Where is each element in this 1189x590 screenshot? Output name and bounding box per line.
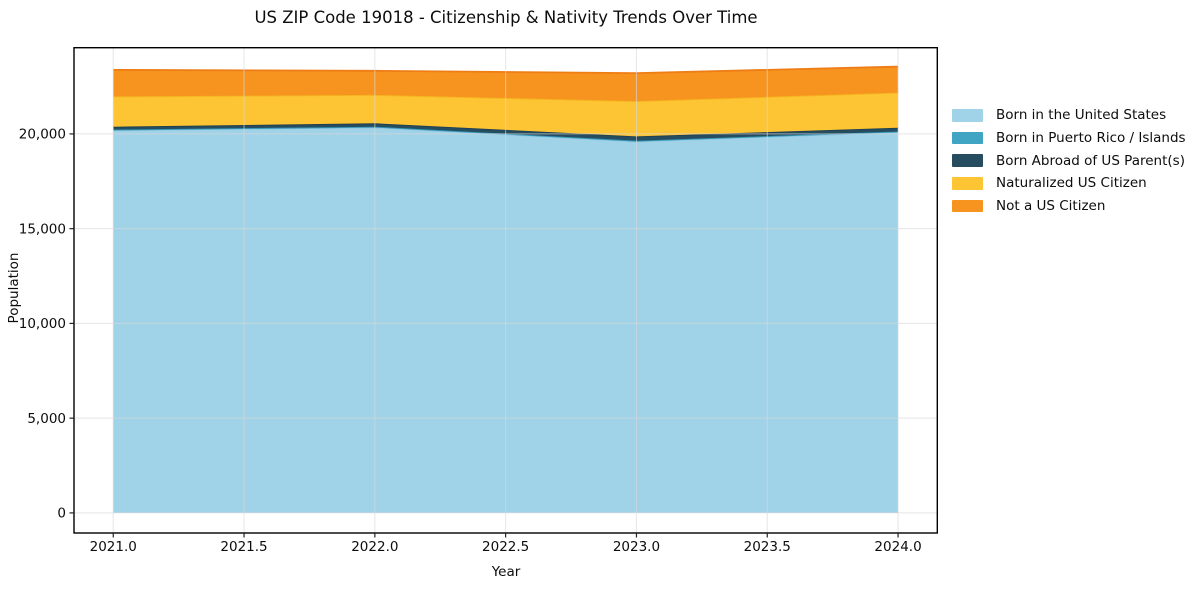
legend-label: Born in Puerto Rico / Islands (996, 130, 1186, 147)
gridlines (74, 47, 938, 533)
y-tick-label: 15,000 (19, 221, 66, 237)
legend-label: Born Abroad of US Parent(s) (996, 152, 1185, 169)
y-tick-label: 10,000 (19, 316, 66, 332)
x-axis-label: Year (491, 564, 521, 580)
legend-item-born-abroad-of-us-parent-s: Born Abroad of US Parent(s) (952, 149, 1186, 172)
x-tick-label: 2023.5 (744, 539, 791, 555)
legend-swatch (952, 199, 983, 213)
legend-swatch (952, 131, 983, 145)
x-tick-label: 2022.5 (482, 539, 529, 555)
chart-title: US ZIP Code 19018 - Citizenship & Nativi… (254, 8, 758, 27)
x-tick-label: 2021.5 (220, 539, 267, 555)
legend-item-not-a-us-citizen: Not a US Citizen (952, 195, 1186, 218)
x-tick-label: 2021.0 (90, 539, 137, 555)
legend-item-born-in-the-united-states: Born in the United States (952, 104, 1186, 127)
legend-label: Naturalized US Citizen (996, 175, 1147, 192)
x-tick-label: 2022.0 (351, 539, 398, 555)
legend-swatch (952, 109, 983, 122)
y-tick-label: 20,000 (19, 127, 66, 143)
legend-label: Born in the United States (996, 107, 1167, 124)
x-tick-label: 2023.0 (613, 539, 660, 555)
legend-label: Not a US Citizen (996, 198, 1106, 215)
y-tick-label: 5,000 (27, 411, 66, 427)
legend-item-born-in-puerto-rico-islands: Born in Puerto Rico / Islands (952, 127, 1186, 150)
legend: Born in the United States Born in Puerto … (952, 104, 1186, 217)
x-tick-label: 2024.0 (874, 539, 921, 555)
y-tick-label: 0 (57, 506, 66, 522)
legend-item-naturalized-us-citizen: Naturalized US Citizen (952, 172, 1186, 195)
legend-swatch (952, 177, 983, 190)
axis-ticks: 2021.0 2021.5 2022.0 2022.5 2023.0 2023.5 2024… (19, 127, 922, 555)
legend-swatch (952, 154, 983, 167)
y-axis-label: Population (6, 252, 22, 324)
